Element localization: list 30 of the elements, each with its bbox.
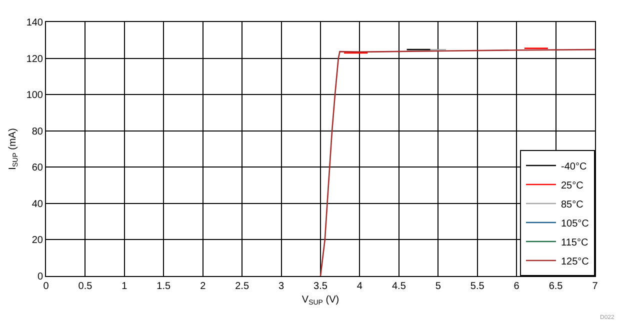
- x-axis-title: V$_{SUP}$ (V): [302, 294, 340, 307]
- y-tick-label: 140: [26, 18, 44, 28]
- legend-label: 105°C: [561, 218, 589, 230]
- x-tick-label: 7: [592, 281, 598, 292]
- x-tick-label: 3.5: [314, 281, 328, 292]
- x-tick-label: 4: [356, 281, 363, 292]
- x-tick-label: 2.5: [235, 281, 250, 292]
- y-tick-label: 20: [32, 235, 44, 246]
- line-series: [320, 48, 595, 276]
- x-tick-label: 0.5: [78, 281, 93, 292]
- x-tick-label: 3: [278, 281, 285, 292]
- y-tick-label: 120: [26, 54, 44, 65]
- legend-label: 85°C: [561, 199, 584, 210]
- legend-label: 125°C: [561, 256, 589, 268]
- legend-label: -40°C: [561, 161, 587, 172]
- y-tick-label: 80: [32, 126, 44, 138]
- x-tick-label: 6.5: [548, 281, 564, 292]
- x-tick-label: 2: [200, 281, 206, 292]
- x-tick-label: 4.5: [392, 281, 406, 292]
- y-tick-label: 60: [32, 162, 44, 174]
- y-tick-label: 0: [37, 272, 44, 282]
- x-tick-label: 6: [514, 281, 520, 292]
- x-tick-label: 1.5: [156, 281, 172, 292]
- y-tick-label: 40: [32, 198, 44, 210]
- x-tick-label: 5.5: [470, 281, 485, 292]
- y-tick-label: 100: [26, 90, 44, 102]
- x-tick-label: 1: [122, 281, 128, 292]
- legend-label: 115°C: [561, 237, 588, 248]
- legend-label: 25°C: [561, 180, 584, 192]
- x-tick-label: 5: [435, 281, 442, 292]
